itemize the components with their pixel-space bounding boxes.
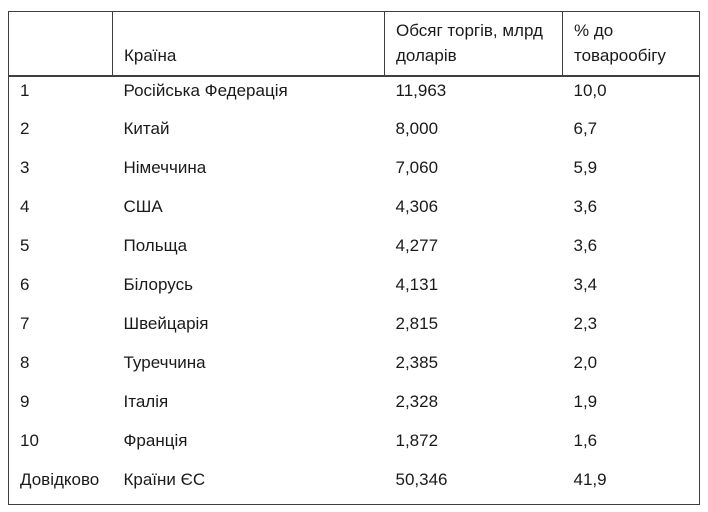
percent-cell: 1,9	[573, 391, 598, 411]
table-row: 9 Італія 2,328 1,9	[9, 388, 700, 427]
rank-cell: 8	[20, 352, 30, 372]
volume-cell: 50,346	[395, 469, 448, 489]
rank-cell: 6	[20, 274, 30, 294]
rank-cell: 3	[20, 157, 30, 177]
percent-cell: 2,3	[573, 313, 598, 333]
rank-cell: 2	[20, 118, 30, 138]
country-cell: Країни ЄС	[123, 469, 206, 489]
header-volume: Обсяг торгів, млрд доларів	[384, 11, 563, 77]
table-row: 1 Російська Федерація 11,963 10,0	[9, 76, 700, 115]
percent-cell: 41,9	[573, 469, 607, 489]
country-cell: Італія	[123, 391, 169, 411]
percent-cell: 10,0	[573, 80, 607, 100]
volume-cell: 8,000	[395, 118, 439, 138]
rank-cell: Довідково	[20, 469, 100, 489]
volume-cell: 11,963	[395, 80, 447, 100]
volume-cell: 4,277	[395, 235, 439, 255]
table-row: 4 США 4,306 3,6	[9, 193, 700, 232]
rank-cell: 7	[20, 313, 30, 333]
volume-cell: 4,131	[395, 274, 439, 294]
volume-cell: 2,328	[395, 391, 439, 411]
country-cell: Білорусь	[123, 274, 193, 294]
volume-cell: 1,872	[395, 430, 439, 450]
rank-cell: 9	[20, 391, 30, 411]
country-cell: Німеччина	[123, 157, 207, 177]
percent-cell: 6,7	[573, 118, 598, 138]
rank-cell: 10	[20, 430, 39, 450]
rank-cell: 4	[20, 196, 30, 216]
percent-cell: 2,0	[573, 352, 598, 372]
percent-cell: 5,9	[573, 157, 598, 177]
header-percent: % до товарообігу	[562, 11, 700, 77]
table-row: 3 Німеччина 7,060 5,9	[9, 154, 700, 193]
country-cell: Китай	[123, 118, 170, 138]
table-body: 1 Російська Федерація 11,963 10,0 2 Китай 8,00…	[9, 76, 700, 505]
trade-table: Країна Обсяг торгів, млрд доларів % до т…	[8, 11, 700, 505]
rank-cell: 5	[20, 235, 30, 255]
country-cell: Швейцарія	[123, 313, 209, 333]
volume-cell: 2,815	[395, 313, 439, 333]
percent-cell: 1,6	[573, 430, 598, 450]
header-country: Країна	[112, 11, 385, 77]
header-rank	[8, 11, 113, 77]
table-row: 8 Туреччина 2,385 2,0	[9, 349, 700, 388]
country-cell: США	[123, 196, 163, 216]
volume-cell: 2,385	[395, 352, 439, 372]
country-cell: Туреччина	[123, 352, 206, 372]
table-row: 7 Швейцарія 2,815 2,3	[9, 310, 700, 349]
table-row: Довідково Країни ЄС 50,346 41,9	[9, 466, 700, 505]
percent-cell: 3,4	[573, 274, 598, 294]
table-row: 5 Польща 4,277 3,6	[9, 232, 700, 271]
country-cell: Франція	[123, 430, 188, 450]
header-row: Країна Обсяг торгів, млрд доларів % до т…	[8, 11, 700, 77]
table-row: 6 Білорусь 4,131 3,4	[9, 271, 700, 310]
country-cell: Російська Федерація	[123, 80, 288, 100]
country-cell: Польща	[123, 235, 188, 255]
table-row: 2 Китай 8,000 6,7	[9, 115, 700, 154]
volume-cell: 7,060	[395, 157, 439, 177]
rank-cell: 1	[20, 80, 30, 100]
percent-cell: 3,6	[573, 196, 598, 216]
volume-cell: 4,306	[395, 196, 439, 216]
percent-cell: 3,6	[573, 235, 598, 255]
table-row: 10 Франція 1,872 1,6	[9, 427, 700, 466]
